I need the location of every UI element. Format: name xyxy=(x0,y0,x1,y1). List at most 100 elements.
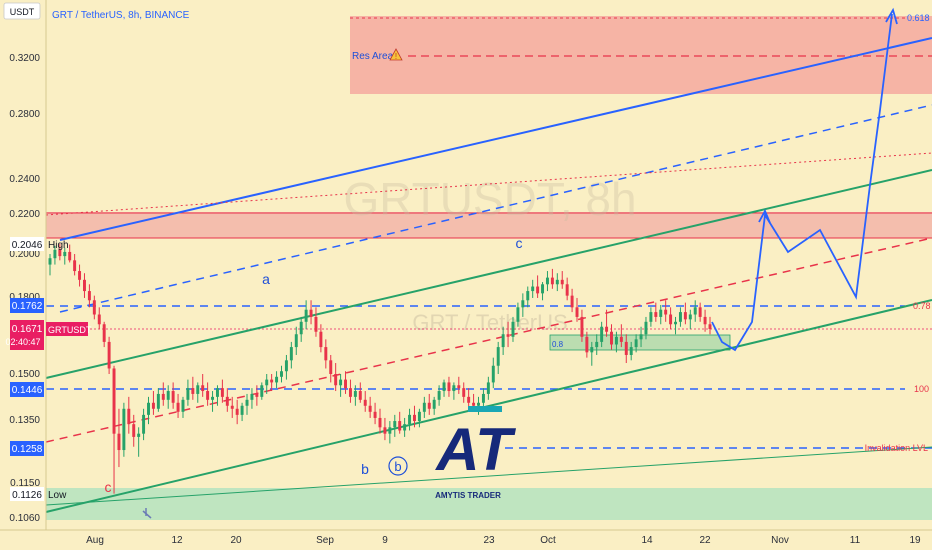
candle-body-74 xyxy=(413,414,416,422)
candle-body-23 xyxy=(161,393,165,400)
box-label: 0.8 xyxy=(552,340,564,349)
candle-68 xyxy=(383,417,387,441)
candle-112 xyxy=(600,321,604,348)
candle-body-105 xyxy=(565,284,569,296)
upper-blue-channel-line xyxy=(59,37,932,241)
candle-13 xyxy=(112,365,116,494)
time-axis-panel[interactable] xyxy=(0,530,932,550)
candle-113 xyxy=(605,309,609,337)
candle-body-28 xyxy=(186,388,190,400)
candle-21 xyxy=(151,391,155,415)
candle-10 xyxy=(97,307,101,330)
candle-36 xyxy=(225,388,229,412)
candle-123 xyxy=(654,302,658,322)
candle-38 xyxy=(235,399,239,425)
candle-56 xyxy=(324,339,328,369)
candle-body-106 xyxy=(570,295,574,308)
candle-118 xyxy=(629,341,633,361)
candle-120 xyxy=(639,326,643,348)
candle-body-86 xyxy=(472,402,476,406)
candle-12 xyxy=(107,336,111,374)
candle-body-115 xyxy=(614,336,618,345)
candle-19 xyxy=(142,408,146,441)
candle-body-75 xyxy=(417,411,421,422)
candle-body-36 xyxy=(225,396,229,406)
candle-5 xyxy=(73,254,77,276)
candle-body-24 xyxy=(166,391,170,400)
candle-body-64 xyxy=(363,399,367,406)
price-tick-6: 0.1500 xyxy=(9,369,40,380)
time-tick-11: 19 xyxy=(909,535,921,546)
logo-brand-text: AMYTIS TRADER xyxy=(435,491,501,500)
time-tick-0: Aug xyxy=(86,535,104,546)
candle-23 xyxy=(161,382,165,406)
candle-28 xyxy=(186,379,190,406)
candle-body-94 xyxy=(511,321,515,337)
wave-c-upper-label: c xyxy=(516,235,523,251)
candle-body-26 xyxy=(176,402,180,412)
candle-body-18 xyxy=(137,433,141,437)
target-arrow-head xyxy=(885,7,898,25)
candle-107 xyxy=(575,297,579,322)
candle-body-42 xyxy=(255,393,259,397)
candle-body-43 xyxy=(260,385,264,397)
drawing-tool-icon[interactable] xyxy=(142,508,152,519)
long-green-trend-line xyxy=(45,446,932,506)
candle-111 xyxy=(595,334,599,355)
candle-body-47 xyxy=(280,371,283,377)
candle-106 xyxy=(570,288,574,313)
candle-63 xyxy=(358,382,362,403)
candle-body-113 xyxy=(605,326,609,332)
candle-52 xyxy=(304,300,308,330)
price-axis-ticks: 0.3200 0.2800 0.2400 0.2200 0.2000 0.1800 0.15… xyxy=(9,53,40,524)
candle-body-21 xyxy=(151,402,155,409)
candle-30 xyxy=(196,382,200,403)
candle-body-102 xyxy=(550,277,554,285)
candle-body-96 xyxy=(521,300,525,308)
candle-99 xyxy=(536,275,540,298)
candle-0 xyxy=(48,254,52,276)
res-area-label: Res Area xyxy=(352,51,394,62)
candle-128 xyxy=(678,307,682,327)
high-price-caption: High xyxy=(48,240,69,251)
candle-133 xyxy=(703,309,707,332)
candle-39 xyxy=(240,402,244,422)
currency-badge[interactable] xyxy=(3,2,41,20)
candle-body-62 xyxy=(353,391,357,397)
time-tick-6: Oct xyxy=(540,535,556,546)
candle-body-93 xyxy=(506,334,510,337)
candle-131 xyxy=(693,300,697,322)
candle-26 xyxy=(176,393,180,418)
candle-body-90 xyxy=(491,365,495,383)
candle-73 xyxy=(408,408,412,431)
fib-078-price-label: 0.1762 xyxy=(10,298,44,313)
candle-124 xyxy=(659,304,663,325)
symbol-watermark-large: GRTUSDT, 8h xyxy=(343,173,636,225)
candle-11 xyxy=(102,321,106,348)
candle-body-53 xyxy=(309,309,313,317)
candle-125 xyxy=(664,300,668,322)
wave-b-circled-label: b xyxy=(394,459,401,474)
candle-54 xyxy=(314,307,318,337)
candle-89 xyxy=(486,376,490,400)
candle-body-51 xyxy=(299,321,303,335)
candle-44 xyxy=(265,374,269,394)
candle-body-122 xyxy=(649,312,653,322)
candle-75 xyxy=(417,408,421,428)
candle-body-45 xyxy=(270,379,274,383)
candle-body-25 xyxy=(171,391,175,403)
wave-a-label: a xyxy=(262,271,270,287)
candle-32 xyxy=(206,382,210,406)
candle-80 xyxy=(442,379,446,397)
candle-64 xyxy=(363,391,367,412)
candle-body-56 xyxy=(324,347,328,361)
candle-body-7 xyxy=(83,279,86,292)
fib-0618-label: 0.618 xyxy=(907,13,930,23)
candle-41 xyxy=(250,388,254,409)
candle-body-52 xyxy=(304,309,308,322)
candle-34 xyxy=(215,385,219,406)
candle-90 xyxy=(491,357,495,389)
candle-40 xyxy=(245,393,249,415)
candle-body-46 xyxy=(275,376,279,383)
